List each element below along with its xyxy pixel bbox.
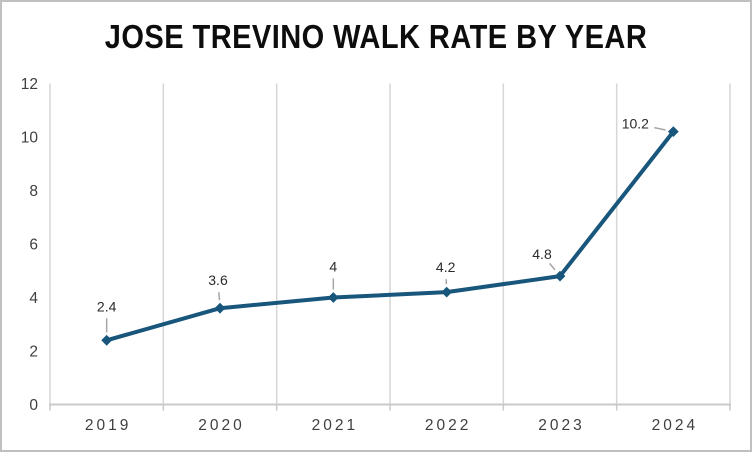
- data-label: 4.8: [532, 246, 552, 262]
- y-tick-label: 12: [21, 76, 38, 93]
- data-label: 2.4: [97, 298, 117, 314]
- data-label: 4: [329, 259, 337, 275]
- data-label: 10.2: [622, 116, 649, 132]
- data-point-marker: [667, 126, 679, 138]
- y-tick-label: 6: [29, 237, 38, 254]
- x-tick-label: 2022: [425, 417, 471, 434]
- data-label-leader-line: [654, 126, 666, 131]
- data-point-marker: [101, 334, 113, 346]
- data-label: 3.6: [208, 272, 228, 288]
- x-tick-label: 2024: [652, 417, 698, 434]
- y-tick-label: 4: [29, 290, 38, 307]
- y-tick-label: 8: [29, 183, 38, 200]
- x-tick-label: 2023: [538, 417, 584, 434]
- data-point-marker: [441, 286, 453, 298]
- y-tick-label: 10: [21, 130, 39, 147]
- y-tick-label: 2: [29, 344, 38, 361]
- x-tick-label: 2020: [198, 417, 244, 434]
- data-point-marker: [214, 302, 226, 314]
- y-tick-label: 0: [29, 397, 38, 414]
- chart-title: JOSE TREVINO WALK RATE BY YEAR: [104, 18, 648, 55]
- data-label-leader-line: [218, 292, 221, 301]
- data-label-leader-line: [549, 262, 556, 271]
- series-line: [104, 129, 676, 343]
- data-point-marker: [554, 270, 566, 282]
- x-tick-label: 2021: [312, 417, 358, 434]
- x-tick-label: 2019: [85, 417, 131, 434]
- data-label: 4.2: [436, 259, 456, 275]
- data-point-marker: [327, 292, 339, 303]
